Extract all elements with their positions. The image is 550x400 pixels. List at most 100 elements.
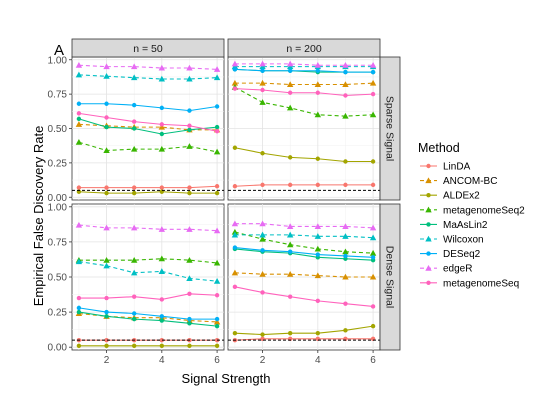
data-point [104, 295, 109, 301]
data-point [187, 127, 192, 133]
data-point [287, 68, 293, 73]
panel [227, 56, 381, 201]
data-point [214, 293, 220, 298]
data-point [75, 139, 83, 145]
data-point [343, 253, 348, 259]
data-point [213, 66, 221, 72]
data-point [315, 252, 321, 257]
panel [71, 203, 225, 351]
data-point [75, 71, 83, 78]
data-point [187, 123, 192, 128]
data-point [314, 233, 322, 239]
legend-entry: ALDEx2 [420, 191, 480, 202]
data-point [260, 248, 265, 253]
data-point [286, 223, 294, 230]
series-aldex2 [232, 323, 376, 337]
data-point [286, 60, 294, 67]
legend-entry: metagenomeSeq [420, 278, 519, 289]
series-wilcoxon [231, 231, 377, 241]
data-point [131, 126, 137, 131]
data-point [314, 81, 322, 88]
legend-entry: edgeR [420, 264, 472, 275]
legend-entry: ANCOM-BC [420, 176, 497, 187]
data-point [314, 245, 322, 252]
data-point [232, 86, 238, 91]
data-point [342, 248, 349, 255]
data-point [259, 79, 266, 86]
data-point [159, 318, 165, 323]
data-point [75, 221, 83, 228]
data-point [186, 275, 193, 281]
legend-label: LinDA [443, 162, 471, 173]
legend-title: Method [418, 141, 460, 155]
data-point [232, 145, 238, 150]
data-point [231, 220, 239, 227]
data-point [342, 81, 349, 88]
series-deseq2 [76, 305, 220, 322]
data-point [315, 68, 321, 73]
data-point [287, 182, 293, 188]
legend-label: metagenomeSeq [443, 278, 519, 289]
y-tick-label: 0.75 [48, 90, 68, 101]
legend-label: MaAsLin2 [443, 220, 488, 231]
series-linda [76, 184, 220, 190]
data-point [259, 231, 266, 238]
x-tick-label: 4 [159, 355, 165, 366]
series-line [234, 184, 374, 187]
legend-key-marker [426, 163, 431, 169]
legend-key-marker [426, 280, 431, 285]
data-point [104, 101, 109, 106]
data-point [314, 111, 322, 118]
data-point [286, 270, 294, 277]
data-point [213, 259, 221, 266]
data-point [231, 231, 239, 238]
data-point [370, 159, 376, 164]
data-point [130, 63, 138, 70]
series-line [234, 248, 374, 261]
legend-entry: DESeq2 [420, 249, 481, 260]
data-point [369, 79, 377, 86]
data-point [259, 270, 266, 277]
data-point [369, 273, 377, 280]
series-line [78, 112, 218, 132]
column-strip-label: n = 200 [286, 43, 321, 55]
y-tick-label: 1.00 [48, 55, 68, 66]
data-point [187, 190, 192, 196]
data-point [187, 321, 192, 326]
legend-key-marker [425, 206, 432, 213]
data-point [231, 60, 239, 67]
data-point [131, 343, 137, 348]
data-point [287, 90, 293, 95]
x-tick-label: 2 [104, 355, 110, 366]
legend-label: ANCOM-BC [443, 176, 497, 187]
data-point [259, 60, 266, 67]
series-metagenomeseq [232, 284, 376, 309]
series-line [234, 82, 374, 86]
data-point [342, 223, 349, 230]
data-point [158, 268, 166, 274]
legend-label: DESeq2 [443, 249, 481, 260]
axes: 0.000.250.500.751.000.000.250.500.751.00… [48, 55, 377, 366]
data-point [76, 101, 82, 106]
panel [227, 203, 381, 351]
legend-key-marker [426, 222, 431, 227]
data-point [186, 64, 193, 71]
data-point [287, 249, 293, 254]
data-point [187, 343, 192, 348]
data-point [186, 256, 193, 263]
series-line [78, 141, 218, 153]
series-edger [231, 60, 377, 68]
data-point [213, 74, 221, 81]
legend-key-marker [426, 193, 431, 198]
data-point [342, 62, 349, 68]
data-point [75, 258, 83, 265]
data-point [131, 294, 137, 299]
series-line [78, 311, 218, 327]
series-aldex2 [232, 145, 376, 164]
series-ancom-bc [231, 269, 377, 280]
series-metagenomeseq [76, 111, 220, 134]
legend-label: ALDEx2 [443, 191, 480, 202]
series-metagenomeseq [76, 291, 220, 302]
data-point [159, 185, 165, 190]
